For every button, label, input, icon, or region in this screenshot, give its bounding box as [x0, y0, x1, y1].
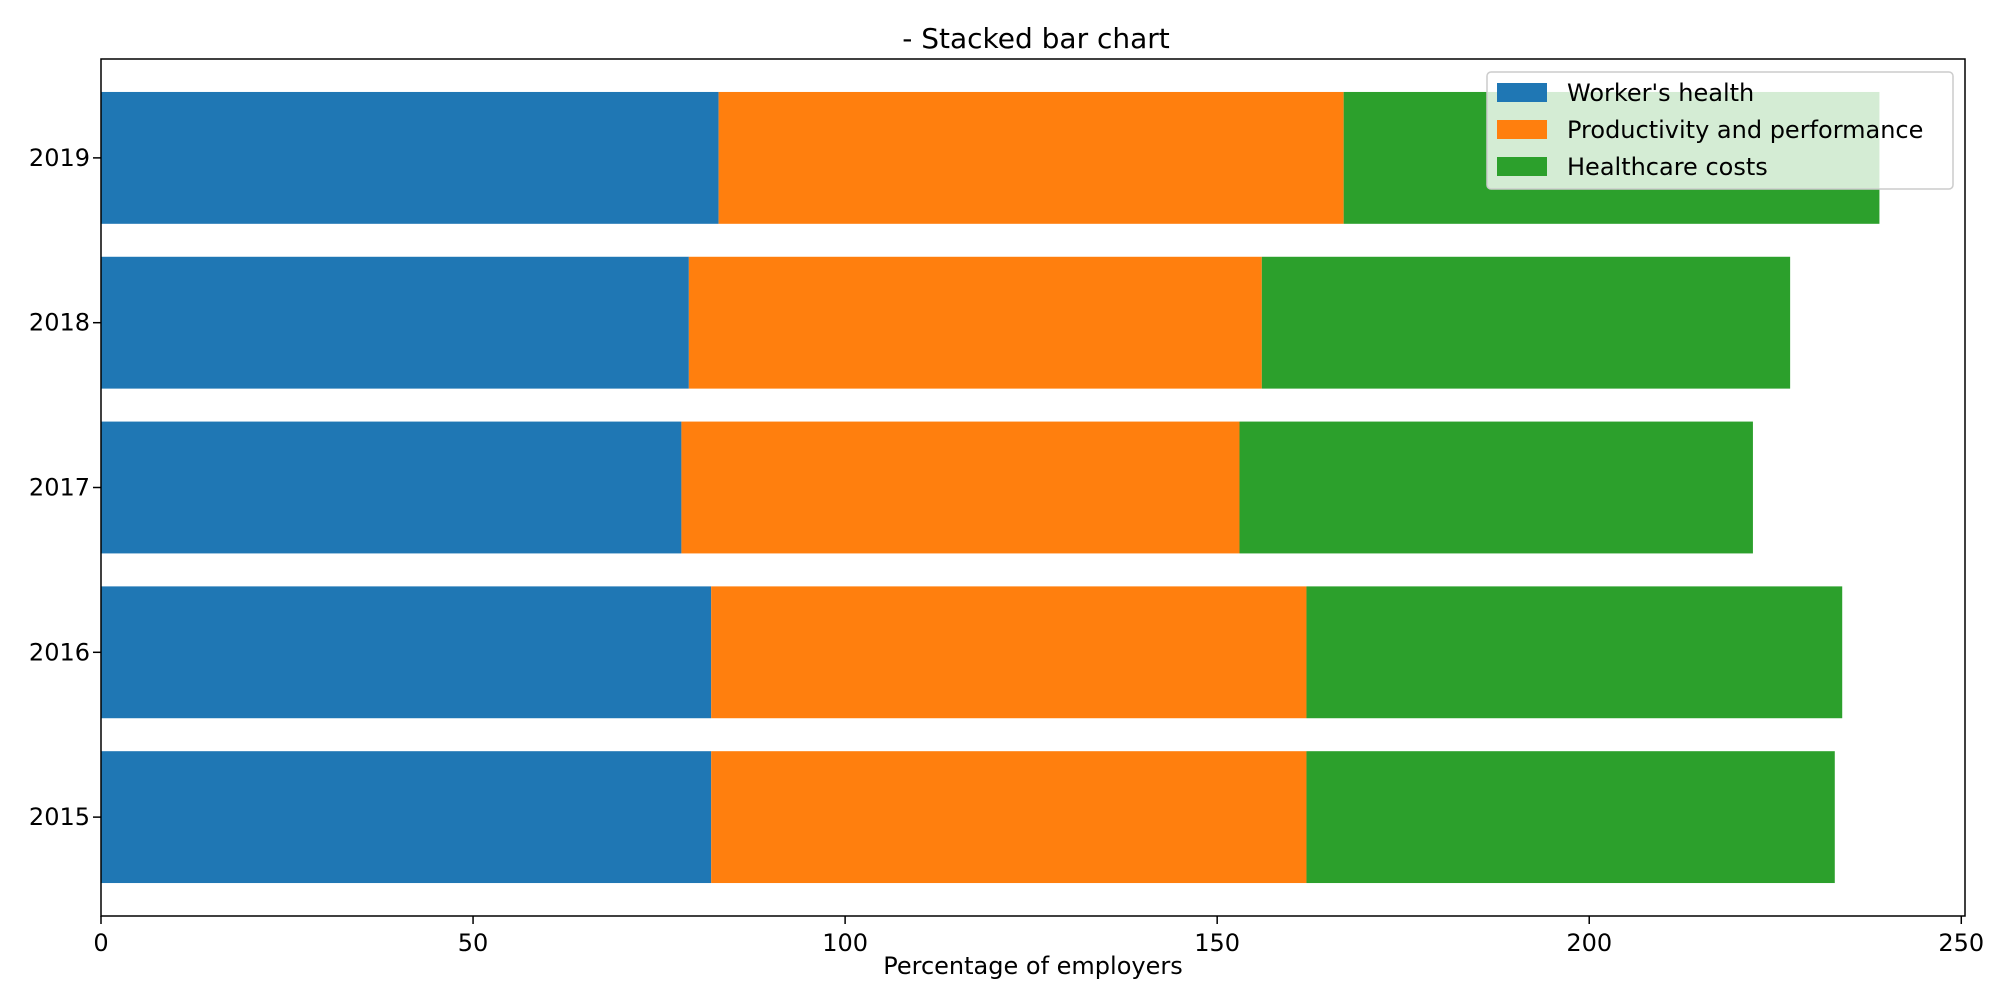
- x-tick-label: 250: [1938, 929, 1984, 957]
- bar-2017-series-1: [101, 421, 682, 554]
- bar-2018-series-1: [101, 256, 689, 389]
- bar-2018-series-2: [688, 256, 1262, 389]
- chart-title: - Stacked bar chart: [902, 22, 1170, 55]
- legend-label-2: Productivity and performance: [1567, 116, 1923, 144]
- bar-2016-series-1: [101, 586, 712, 719]
- bar-2019-series-1: [101, 91, 719, 224]
- legend-swatch-3: [1497, 157, 1547, 176]
- legend: Worker's health Productivity and performa…: [1486, 71, 1954, 190]
- bars-layer: [101, 91, 1880, 884]
- y-tick-label: 2015: [29, 803, 90, 831]
- bar-2015-series-1: [101, 751, 712, 884]
- bar-2015-series-3: [1306, 751, 1835, 884]
- bar-2016-series-2: [711, 586, 1307, 719]
- legend-swatch-1: [1497, 83, 1547, 102]
- legend-label-1: Worker's health: [1567, 79, 1754, 107]
- y-tick-label: 2019: [29, 144, 90, 172]
- x-tick-label: 50: [458, 929, 489, 957]
- axes-layer: 0 50 100 150 200 250 2015 2016 2017 2018 2019: [29, 144, 1984, 957]
- legend-box: [1486, 71, 1954, 190]
- y-tick-label: 2017: [29, 474, 90, 502]
- bar-2017-series-2: [681, 421, 1240, 554]
- x-tick-label: 0: [93, 929, 108, 957]
- bar-2019-series-2: [718, 91, 1344, 224]
- x-tick-label: 150: [1194, 929, 1240, 957]
- x-tick-label: 200: [1566, 929, 1612, 957]
- bar-2017-series-3: [1239, 421, 1753, 554]
- y-tick-label: 2016: [29, 638, 90, 666]
- bar-2018-series-3: [1261, 256, 1791, 389]
- y-tick-label: 2018: [29, 309, 90, 337]
- x-axis-label: Percentage of employers: [883, 952, 1182, 980]
- legend-swatch-2: [1497, 120, 1547, 139]
- legend-label-3: Healthcare costs: [1567, 153, 1768, 181]
- x-tick-label: 100: [822, 929, 868, 957]
- bar-2016-series-3: [1306, 586, 1843, 719]
- bar-2015-series-2: [711, 751, 1307, 884]
